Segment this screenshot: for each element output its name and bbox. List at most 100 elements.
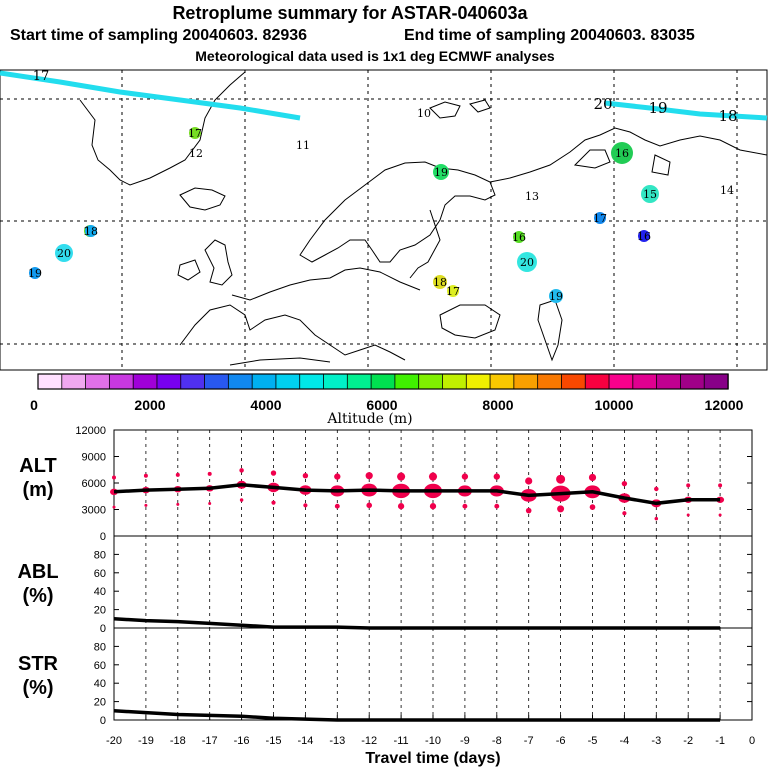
colorbar-title: Altitude (m) bbox=[326, 411, 412, 427]
map-marker-label: 12 bbox=[189, 147, 203, 160]
y-tick-label: 40 bbox=[94, 586, 106, 598]
x-tick-label: -17 bbox=[202, 735, 218, 747]
altitude-bubble-lower bbox=[654, 516, 659, 521]
altitude-bubble-upper bbox=[428, 472, 438, 481]
map-marker-label: 11 bbox=[296, 139, 310, 152]
colorbar-swatch bbox=[370, 373, 396, 390]
colorbar-swatch bbox=[584, 373, 610, 390]
colorbar-swatch bbox=[323, 373, 349, 390]
x-tick-label: -5 bbox=[588, 735, 598, 747]
y-tick-label: 0 bbox=[100, 623, 106, 635]
altitude-bubble-lower bbox=[144, 503, 148, 507]
map-marker-dot bbox=[641, 185, 659, 203]
altitude-bubble-upper bbox=[302, 473, 309, 479]
altitude-bubble-lower bbox=[239, 498, 244, 502]
x-tick-label: -9 bbox=[460, 735, 470, 747]
altitude-bubble-lower bbox=[686, 513, 690, 517]
altitude-bubble-lower bbox=[462, 503, 468, 509]
x-tick-label: -3 bbox=[651, 735, 661, 747]
colorbar-swatch bbox=[608, 373, 634, 390]
map-marker-dot bbox=[85, 225, 97, 237]
colorbar-swatch bbox=[299, 373, 325, 390]
map-marker-dot bbox=[29, 267, 41, 279]
colorbar-swatch bbox=[703, 373, 729, 390]
panel-str: 0 20 40 60 80 STR(%) bbox=[18, 627, 753, 727]
map-marker-label: 20 bbox=[57, 247, 71, 260]
y-tick-label: 3000 bbox=[82, 505, 106, 517]
y-tick-label: 0 bbox=[100, 531, 106, 543]
x-tick-label: -14 bbox=[297, 735, 313, 747]
altitude-bubble-lower bbox=[429, 503, 437, 510]
x-tick-label: -16 bbox=[234, 735, 250, 747]
colorbar-tick-10000: 10000 bbox=[595, 397, 634, 413]
colorbar-swatch bbox=[156, 373, 182, 390]
altitude-bubble-upper bbox=[397, 472, 406, 481]
altitude-bubble-upper bbox=[175, 472, 180, 477]
colorbar-swatch bbox=[227, 373, 253, 390]
map-marker-label: 10 bbox=[417, 107, 431, 120]
coastlines bbox=[79, 71, 768, 366]
x-tick-label: -13 bbox=[329, 735, 345, 747]
colorbar-swatch bbox=[394, 373, 420, 390]
altitude-bubble-lower bbox=[176, 502, 180, 506]
map-marker-dot bbox=[594, 212, 606, 224]
altitude-colorbar: 0 2000 4000 6000 8000 10000 12000 Altitu… bbox=[30, 373, 744, 427]
colorbar-swatch bbox=[465, 373, 491, 390]
x-tick-label: -18 bbox=[170, 735, 186, 747]
altitude-bubble-lower bbox=[589, 504, 596, 510]
x-tick-label: -2 bbox=[683, 735, 693, 747]
map-marker-dot bbox=[638, 230, 650, 242]
colorbar-frame bbox=[37, 373, 729, 390]
altitude-bubble-upper bbox=[556, 474, 566, 484]
altitude-bubble-lower bbox=[557, 505, 565, 513]
map-marker-dot bbox=[513, 231, 525, 243]
altitude-bubble-upper bbox=[207, 471, 212, 476]
x-tick-label: -7 bbox=[524, 735, 534, 747]
series-line bbox=[113, 709, 721, 722]
colorbar-tick-0: 0 bbox=[30, 397, 38, 413]
map-marker-dot bbox=[189, 127, 201, 139]
x-axis-title: Travel time (days) bbox=[365, 750, 500, 767]
map-marker-dot bbox=[517, 252, 537, 272]
altitude-bubble-lower bbox=[334, 503, 340, 509]
altitude-bubble-lower bbox=[366, 502, 373, 509]
altitude-bubble-lower bbox=[303, 503, 308, 508]
x-tick-label: -11 bbox=[394, 735, 409, 747]
map-marker-label: 20 bbox=[520, 256, 534, 269]
colorbar-tick-8000: 8000 bbox=[482, 397, 513, 413]
colorbar-tick-2000: 2000 bbox=[134, 397, 165, 413]
series-line bbox=[113, 483, 721, 506]
colorbar-swatch bbox=[180, 373, 206, 390]
altitude-bubble-upper bbox=[461, 473, 469, 480]
map-marker-label: 19 bbox=[434, 166, 448, 179]
series-line bbox=[113, 617, 721, 630]
x-tick-label: -19 bbox=[138, 735, 154, 747]
map-marker-label: 16 bbox=[615, 147, 629, 160]
map-marker-label: 19 bbox=[549, 290, 563, 303]
y-tick-label: 6000 bbox=[82, 478, 106, 490]
map-panel: 20 19 18 17 1011121314151617171819161820… bbox=[0, 69, 768, 371]
panel-unit: (m) bbox=[22, 479, 53, 501]
colorbar-swatch bbox=[418, 373, 444, 390]
colorbar-tick-12000: 12000 bbox=[705, 397, 744, 413]
colorbar-swatch bbox=[656, 373, 682, 390]
map-marker-label: 14 bbox=[720, 184, 734, 197]
altitude-bubble-lower bbox=[397, 503, 405, 510]
colorbar-swatch bbox=[346, 373, 372, 390]
map-marker-dot bbox=[55, 244, 73, 262]
altitude-bubble-upper bbox=[718, 483, 723, 488]
altitude-bubble-lower bbox=[271, 500, 276, 505]
x-tick-label: -12 bbox=[361, 735, 377, 747]
track-label-19: 19 bbox=[648, 99, 667, 117]
colorbar-swatch bbox=[108, 373, 134, 390]
panel-label: STR bbox=[18, 653, 59, 675]
y-tick-label: 80 bbox=[94, 641, 106, 653]
colorbar-swatch bbox=[537, 373, 563, 390]
altitude-bubble-upper bbox=[525, 477, 533, 485]
map-marker-label: 19 bbox=[28, 267, 42, 280]
colorbar-swatch bbox=[85, 373, 111, 390]
map-markers: 1011121314151617171819161820191620181719 bbox=[28, 107, 734, 303]
altitude-bubble-upper bbox=[112, 475, 116, 480]
panel-label: ALT bbox=[19, 455, 56, 477]
panel-abl: 0 20 40 60 80 ABL(%) bbox=[17, 535, 753, 635]
